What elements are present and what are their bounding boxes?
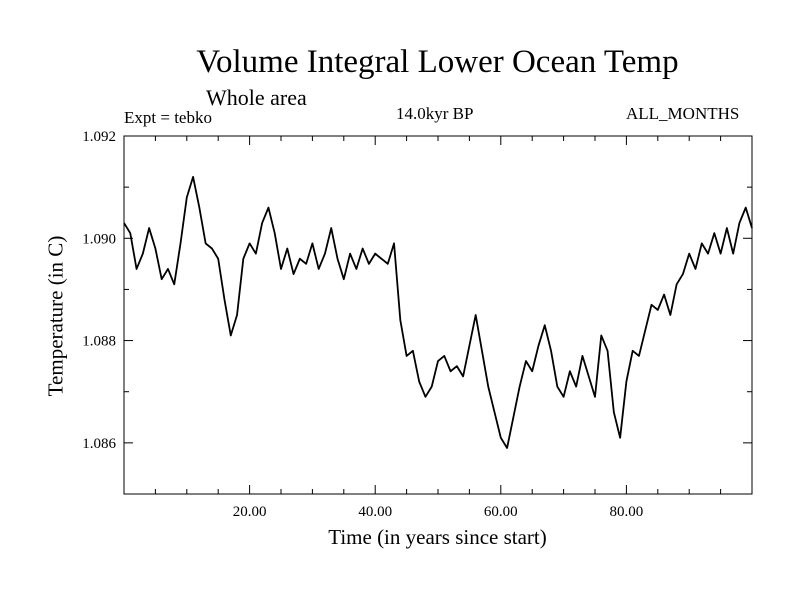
axis-ticks bbox=[124, 136, 752, 494]
months-label: ALL_MONTHS bbox=[626, 104, 740, 123]
y-tick-label: 1.088 bbox=[82, 334, 116, 350]
experiment-label: Expt = tebko bbox=[124, 108, 212, 127]
y-tick-label: 1.090 bbox=[82, 231, 116, 247]
plot-frame bbox=[123, 135, 753, 495]
x-tick-label: 80.00 bbox=[610, 504, 644, 520]
series-line bbox=[123, 176, 753, 449]
axis-tick-labels: 20.00 40.00 60.00 80.00 1.086 1.088 1.090 1.092 bbox=[82, 129, 643, 520]
y-axis-label: Temperature (in C) bbox=[43, 235, 68, 397]
x-tick-label: 40.00 bbox=[358, 504, 392, 520]
y-tick-label: 1.092 bbox=[82, 129, 116, 145]
period-label: 14.0kyr BP bbox=[396, 104, 474, 123]
y-tick-label: 1.086 bbox=[82, 436, 116, 452]
chart-subtitle: Whole area bbox=[206, 85, 307, 110]
x-tick-label: 60.00 bbox=[484, 504, 518, 520]
x-tick-label: 20.00 bbox=[233, 504, 267, 520]
x-axis-label: Time (in years since start) bbox=[328, 525, 547, 549]
chart-title: Volume Integral Lower Ocean Temp bbox=[196, 44, 679, 80]
